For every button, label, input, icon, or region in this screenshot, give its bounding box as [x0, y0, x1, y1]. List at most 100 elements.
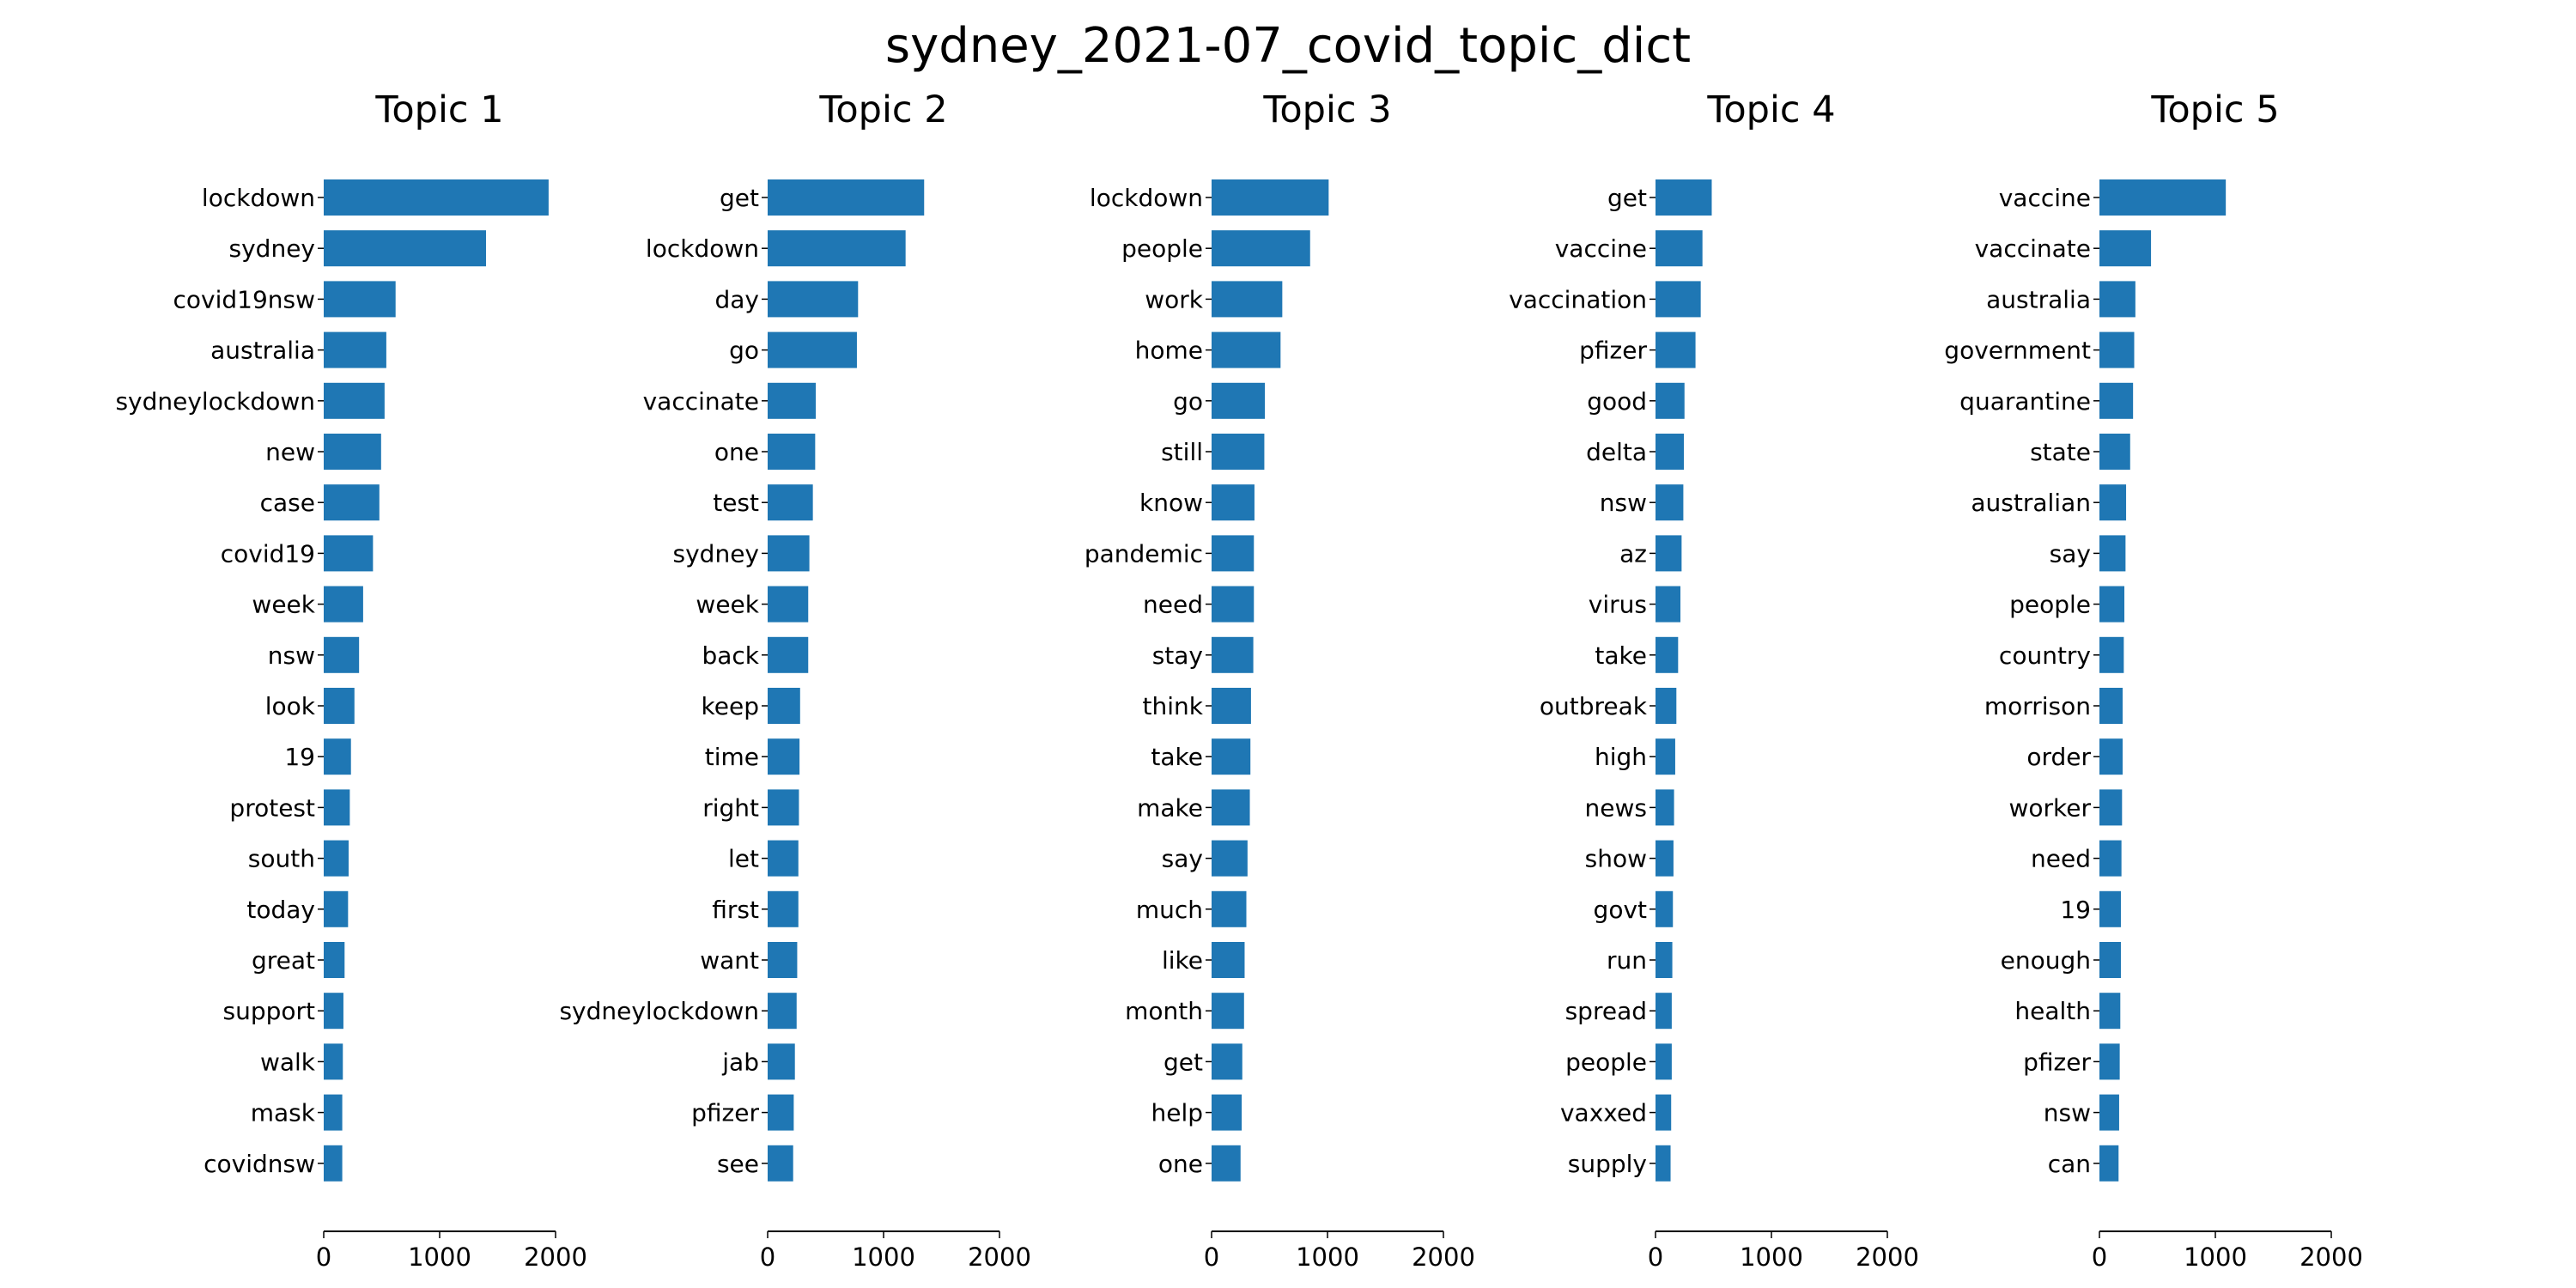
bar-much — [1212, 890, 1247, 927]
bar-work — [1212, 281, 1283, 318]
bar-good — [1656, 382, 1685, 419]
bar-day — [768, 281, 859, 318]
bar-keep — [768, 688, 800, 724]
bar-virus — [1656, 586, 1681, 623]
category-label: one — [714, 438, 759, 466]
category-label: walk — [260, 1048, 316, 1076]
category-label: go — [1173, 387, 1203, 416]
bar-covid19nsw — [324, 281, 396, 318]
bar-like — [1212, 942, 1245, 978]
category-label: people — [1565, 1048, 1647, 1076]
bar-people — [1656, 1043, 1672, 1080]
bar-one — [768, 434, 816, 470]
bar-sydney — [768, 535, 810, 572]
bar-go — [1212, 382, 1266, 419]
x-tick-label: 2000 — [968, 1242, 1031, 1272]
category-label: week — [696, 591, 759, 619]
category-label: delta — [1586, 438, 1647, 466]
category-label: show — [1585, 845, 1647, 873]
category-label: australia — [210, 337, 315, 365]
category-label: sydneylockdown — [559, 997, 759, 1025]
category-label: outbreak — [1540, 692, 1648, 720]
bar-first — [768, 890, 799, 927]
bar-mask — [324, 1094, 343, 1131]
category-label: protest — [229, 793, 315, 822]
category-label: nsw — [268, 641, 315, 670]
category-label: say — [2050, 539, 2091, 568]
topic-panel-4: Topic 4 get vaccine vaccination pfizer good de… — [1509, 88, 1919, 1272]
category-label: day — [714, 285, 759, 313]
category-label: get — [720, 184, 759, 212]
category-label: need — [2031, 845, 2091, 873]
category-label: news — [1585, 793, 1647, 822]
category-label: quarantine — [1959, 387, 2091, 416]
bar-quarantine — [2099, 382, 2134, 419]
category-label: mask — [251, 1099, 316, 1127]
bar-vaccinate — [768, 382, 817, 419]
bar-morrison — [2099, 688, 2123, 724]
category-label: help — [1151, 1099, 1203, 1127]
bar-get — [1656, 179, 1712, 216]
bar-help — [1212, 1094, 1242, 1131]
x-tick-label: 1000 — [852, 1242, 915, 1272]
bar-sydneylockdown — [324, 382, 385, 419]
bar-enough — [2099, 942, 2121, 978]
bar-run — [1656, 942, 1673, 978]
bar-get — [768, 179, 925, 216]
bar-know — [1212, 484, 1255, 521]
bar-make — [1212, 789, 1250, 826]
category-label: lockdown — [202, 184, 315, 212]
bar-sydneylockdown — [768, 993, 797, 1030]
bar-let — [768, 840, 799, 877]
topic-panel-5: Topic 5 vaccine vaccinate australia governme… — [1944, 88, 2363, 1272]
category-label: make — [1137, 793, 1203, 822]
bar-supply — [1656, 1145, 1671, 1182]
x-tick-label: 2000 — [2300, 1242, 2363, 1272]
bar-support — [324, 993, 343, 1030]
bar-government — [2099, 331, 2135, 368]
bar-vaxxed — [1656, 1094, 1672, 1131]
bar-test — [768, 484, 813, 521]
x-tick-label: 1000 — [1296, 1242, 1359, 1272]
bar-week — [768, 586, 809, 623]
category-label: need — [1143, 591, 1203, 619]
topic-panel-3: Topic 3 lockdown people work home go still know… — [1084, 88, 1475, 1272]
category-label: first — [712, 896, 759, 924]
bar-health — [2099, 993, 2121, 1030]
panel-title: Topic 3 — [1262, 88, 1391, 131]
x-tick-label: 1000 — [1740, 1242, 1803, 1272]
category-label: australia — [1986, 285, 2091, 313]
category-label: work — [1145, 285, 1204, 313]
bar-say — [1212, 840, 1248, 877]
category-label: still — [1161, 438, 1203, 466]
category-label: pfizer — [691, 1099, 759, 1127]
bar-pfizer — [1656, 331, 1696, 368]
category-label: good — [1587, 387, 1647, 416]
bar-australian — [2099, 484, 2127, 521]
bar-19 — [324, 738, 351, 775]
category-label: see — [717, 1150, 759, 1178]
bar-sydney — [324, 230, 486, 267]
x-tick-label: 1000 — [408, 1242, 471, 1272]
category-label: like — [1162, 946, 1203, 975]
x-tick-label: 0 — [2092, 1242, 2107, 1272]
category-label: jab — [721, 1048, 759, 1076]
bar-need — [1212, 586, 1255, 623]
category-label: let — [728, 845, 759, 873]
category-label: vaccine — [1555, 234, 1647, 263]
category-label: week — [252, 591, 315, 619]
category-label: pandemic — [1084, 539, 1203, 568]
bar-outbreak — [1656, 688, 1677, 724]
category-label: nsw — [2044, 1099, 2091, 1127]
category-label: vaccinate — [643, 387, 759, 416]
figure-title: sydney_2021-07_covid_topic_dict — [885, 18, 1691, 74]
bar-go — [768, 331, 857, 368]
bar-get — [1212, 1043, 1242, 1080]
bar-nsw — [324, 636, 360, 673]
bar-pfizer — [768, 1094, 794, 1131]
category-label: covid19 — [221, 539, 315, 568]
category-label: take — [1151, 743, 1203, 771]
bar-walk — [324, 1043, 343, 1080]
category-label: spread — [1565, 997, 1647, 1025]
